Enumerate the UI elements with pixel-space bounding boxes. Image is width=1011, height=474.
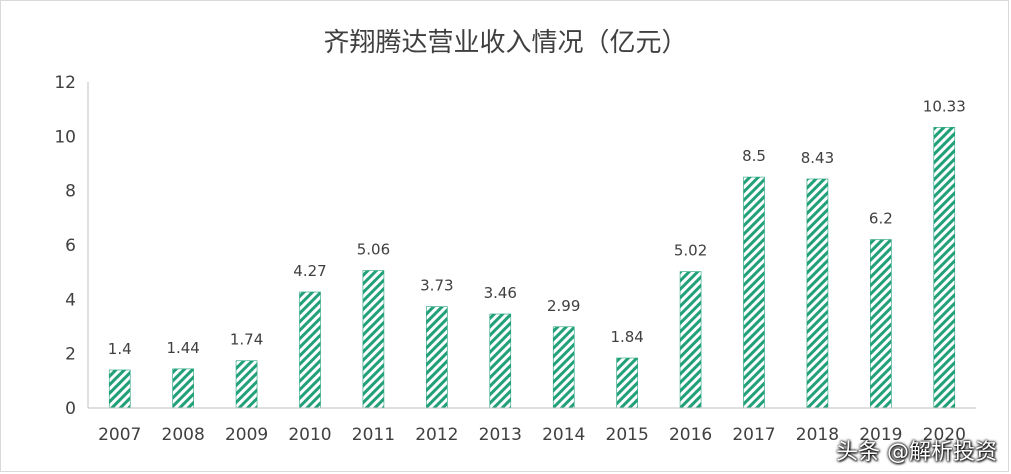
data-label: 8.5 [742, 147, 766, 165]
data-label: 5.02 [674, 242, 707, 260]
bar [552, 326, 575, 409]
y-tick-label: 6 [65, 236, 76, 256]
y-tick-label: 8 [65, 182, 76, 202]
data-label: 1.44 [166, 339, 199, 357]
bar [679, 271, 702, 409]
x-tick-label: 2007 [98, 425, 141, 445]
data-label: 1.4 [108, 340, 132, 358]
bar [806, 178, 829, 409]
x-tick-label: 2011 [352, 425, 395, 445]
y-tick-label: 2 [65, 345, 76, 365]
bar [616, 357, 638, 409]
data-label: 4.27 [293, 262, 326, 280]
bar [362, 270, 385, 409]
data-label: 10.33 [923, 97, 966, 115]
bar [426, 306, 448, 409]
x-tick-label: 2018 [796, 425, 839, 445]
bar [172, 368, 194, 409]
x-tick-label: 2020 [923, 425, 966, 445]
x-tick-label: 2016 [669, 425, 712, 445]
bar [933, 127, 956, 409]
data-label: 8.43 [801, 149, 834, 167]
x-tick-label: 2017 [732, 425, 775, 445]
y-tick-label: 4 [65, 290, 76, 310]
data-label: 3.73 [420, 277, 453, 295]
data-label: 6.2 [869, 210, 893, 228]
chart-title: 齐翔腾达营业收入情况（亿元） [323, 28, 688, 58]
bar [743, 176, 765, 409]
x-tick-label: 2014 [542, 425, 585, 445]
x-tick-label: 2009 [225, 425, 268, 445]
x-tick-label: 2010 [288, 425, 331, 445]
x-tick-label: 2012 [415, 425, 458, 445]
bar [299, 291, 321, 409]
bar [489, 313, 512, 409]
data-label: 2.99 [547, 297, 580, 315]
data-label: 1.84 [610, 328, 643, 346]
bar [108, 369, 131, 409]
x-tick-label: 2015 [606, 425, 649, 445]
bar [870, 239, 892, 409]
y-tick-label: 0 [65, 399, 76, 419]
y-tick-label: 10 [54, 127, 76, 147]
data-label: 3.46 [484, 284, 517, 302]
y-tick-label: 12 [54, 73, 76, 93]
x-tick-label: 2008 [162, 425, 205, 445]
data-label: 1.74 [230, 331, 263, 349]
x-tick-label: 2019 [859, 425, 902, 445]
watermark: 头条 @解析投资 [836, 440, 997, 465]
bar [235, 360, 258, 409]
x-tick-label: 2013 [479, 425, 522, 445]
data-label: 5.06 [357, 241, 390, 259]
